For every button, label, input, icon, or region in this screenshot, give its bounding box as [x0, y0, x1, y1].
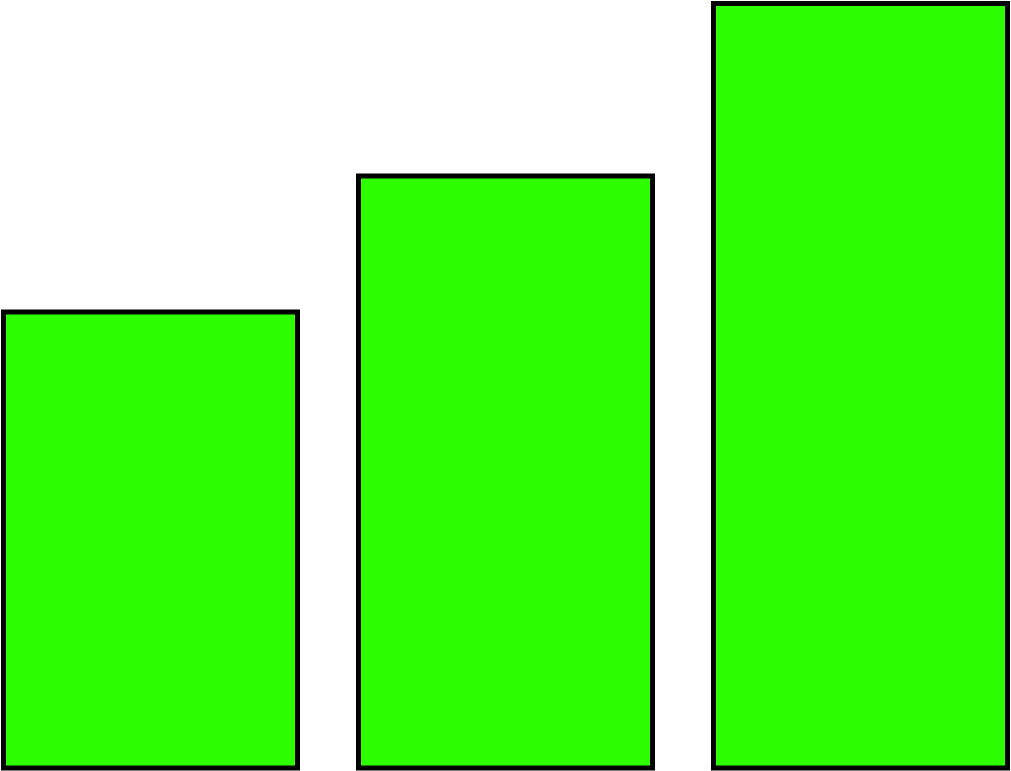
tall-bar	[711, 1, 1010, 771]
short-bar	[1, 309, 300, 771]
middle-bar	[356, 173, 655, 771]
